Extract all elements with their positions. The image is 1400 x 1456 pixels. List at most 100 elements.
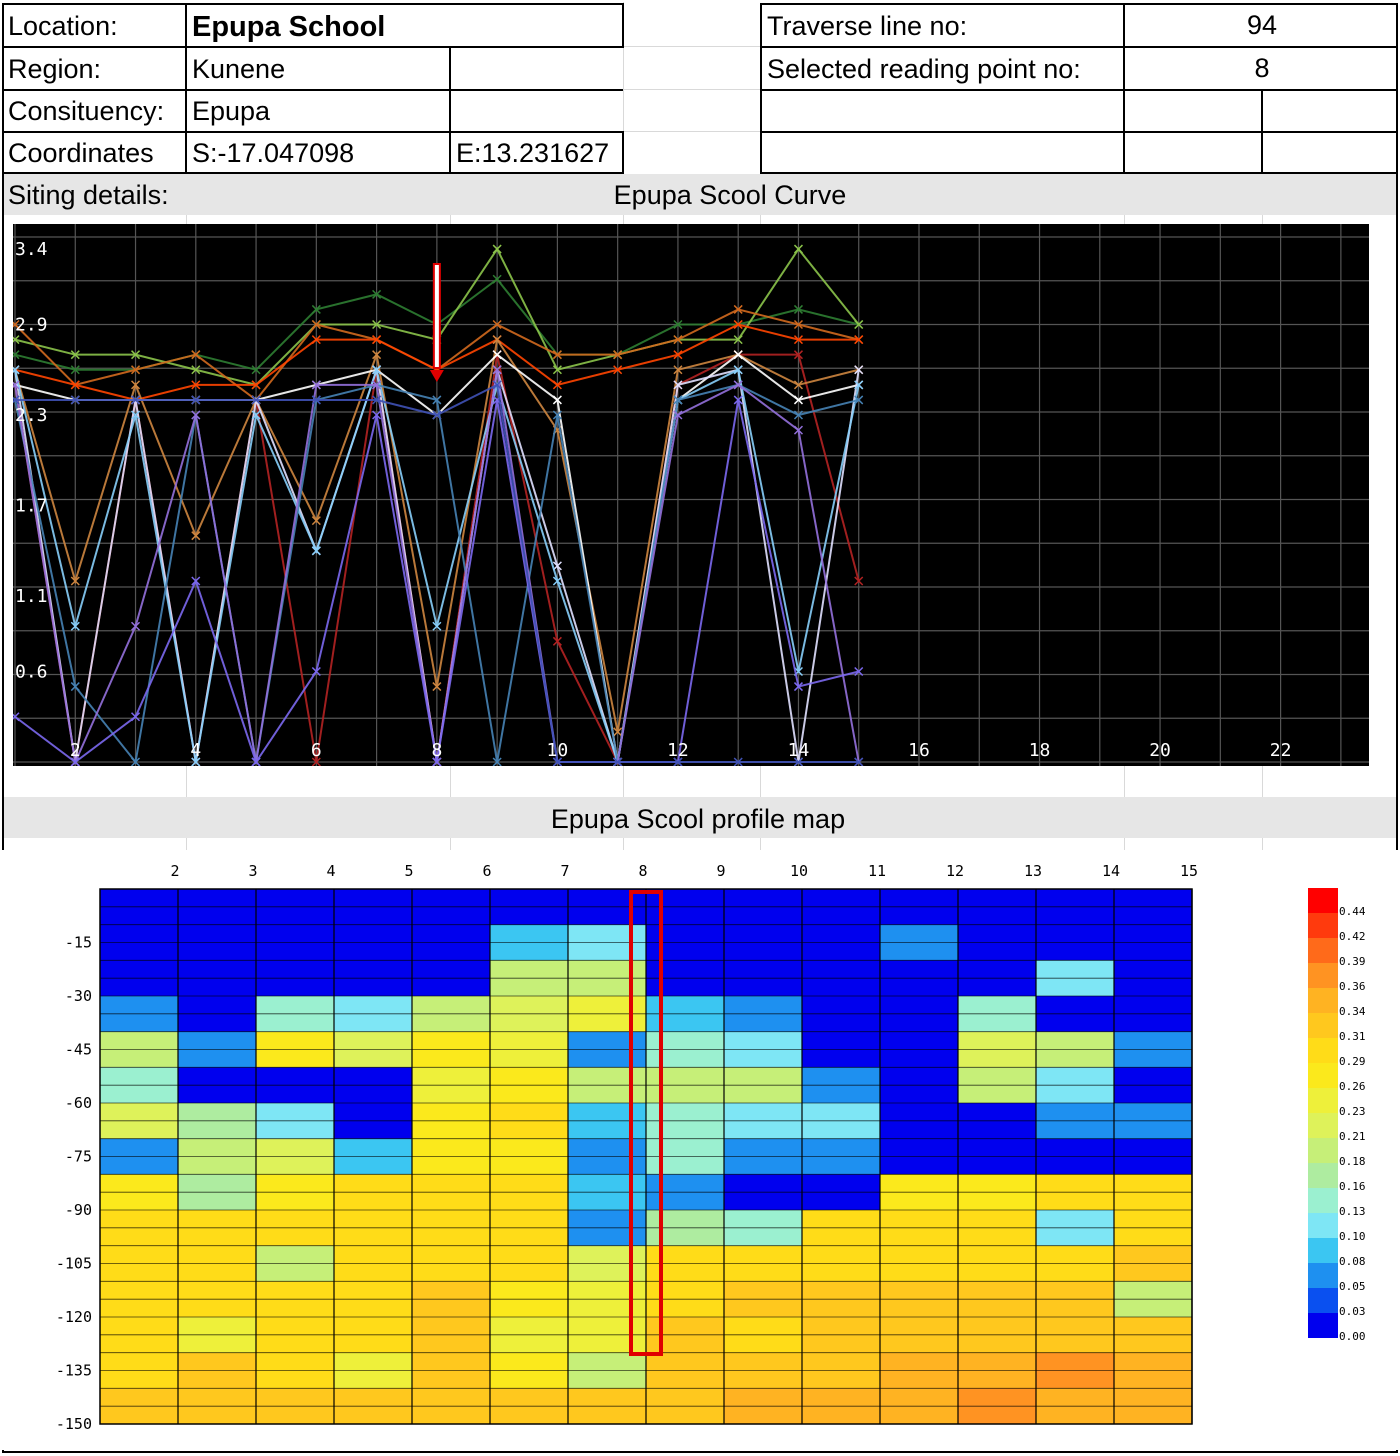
curve-data-point <box>251 365 261 375</box>
siting-label: Siting details: <box>8 180 169 210</box>
curve-data-point <box>432 395 442 405</box>
colorbar-swatch <box>1308 1263 1338 1288</box>
curve-data-point <box>854 319 864 330</box>
curve-data-point <box>191 380 201 390</box>
profile-map-frame <box>99 888 1193 1425</box>
selected-point-marker-bar <box>432 263 441 369</box>
profile-map-y-tick-label: -105 <box>56 1255 92 1273</box>
curve-data-point <box>854 335 864 345</box>
colorbar-label: 0.10 <box>1339 1230 1366 1243</box>
curve-data-point <box>673 335 683 345</box>
curve-x-tick-label: 10 <box>547 740 569 761</box>
colorbar-swatch <box>1308 1288 1338 1313</box>
reading-point-label: Selected reading point no: <box>767 54 1081 84</box>
colorbar-label: 0.21 <box>1339 1130 1366 1143</box>
curve-data-point <box>251 757 261 766</box>
curve-data-point <box>492 335 502 345</box>
colorbar-label: 0.23 <box>1339 1105 1366 1118</box>
curve-data-point <box>733 395 743 405</box>
curve-data-point <box>372 350 382 360</box>
curve-data-point <box>673 380 683 390</box>
profile-map-y-tick-label: -135 <box>56 1362 92 1380</box>
siting-band <box>4 174 1396 215</box>
curve-data-point <box>793 319 803 330</box>
curve-data-point <box>733 335 743 345</box>
curve-data-point <box>673 757 683 766</box>
profile-map-y-tick-label: -45 <box>65 1041 92 1059</box>
curve-data-point <box>793 425 803 435</box>
curve-y-tick-label: 3.4 <box>15 239 48 260</box>
curve-x-tick-label: 18 <box>1029 740 1051 761</box>
curve-data-point <box>854 395 864 405</box>
colorbar-swatch <box>1308 1238 1338 1263</box>
profile-map-x-tick-label: 10 <box>790 862 808 880</box>
colorbar-swatch <box>1308 938 1338 963</box>
curve-data-point <box>131 350 141 360</box>
colorbar-label: 0.36 <box>1339 980 1366 993</box>
colorbar-label: 0.34 <box>1339 1005 1366 1018</box>
curve-data-point <box>733 304 743 314</box>
curve-x-tick-label: 2 <box>70 740 81 761</box>
curve-data-point <box>492 244 502 254</box>
curve-data-point <box>13 712 20 722</box>
colorbar-label: 0.44 <box>1339 905 1366 918</box>
curve-data-point <box>552 636 562 646</box>
region-label: Region: <box>8 54 102 84</box>
curve-data-point <box>793 335 803 345</box>
curve-data-point <box>131 380 141 390</box>
curve-data-point <box>552 395 562 405</box>
curve-data-point <box>131 621 141 631</box>
curve-data-point <box>311 757 321 766</box>
curve-data-point <box>854 576 864 586</box>
profile-map-x-tick-label: 12 <box>946 862 964 880</box>
curve-data-point <box>311 319 321 330</box>
curve-x-tick-label: 4 <box>190 740 201 761</box>
curve-chart-title: Epupa Scool Curve <box>613 180 847 210</box>
curve-data-point <box>733 380 743 390</box>
colorbar-label: 0.00 <box>1339 1330 1366 1343</box>
curve-data-point <box>70 395 80 405</box>
curve-y-tick-label: 2.3 <box>15 405 48 426</box>
curve-data-point <box>311 335 321 345</box>
curve-data-point <box>613 757 623 766</box>
curve-data-point <box>854 666 864 677</box>
colorbar-swatch <box>1308 963 1338 988</box>
location-value: Epupa School <box>192 11 386 43</box>
curve-data-point <box>13 335 20 345</box>
colorbar-swatch <box>1308 1163 1338 1188</box>
profile-map-x-tick-label: 6 <box>482 862 491 880</box>
coordinates-label: Coordinates <box>8 138 154 168</box>
coordinate-east: E:13.231627 <box>456 138 610 168</box>
curve-data-point <box>492 380 502 390</box>
profile-map-y-tick-label: -150 <box>56 1415 92 1433</box>
constituency-label: Consituency: <box>8 96 165 126</box>
curve-data-point <box>13 350 20 360</box>
region-value: Kunene <box>192 54 286 84</box>
curve-data-point <box>673 395 683 405</box>
curve-data-point <box>372 335 382 345</box>
profile-map-y-tick-label: -90 <box>65 1201 92 1219</box>
curve-data-point <box>251 380 261 390</box>
profile-map-x-tick-label: 9 <box>716 862 725 880</box>
profile-map-y-tick-label: -75 <box>65 1148 92 1166</box>
curve-data-point <box>372 365 382 375</box>
curve-data-point <box>733 350 743 360</box>
curve-data-point <box>191 395 201 405</box>
profile-map-x-tick-label: 2 <box>170 862 179 880</box>
curve-data-point <box>311 546 321 556</box>
curve-data-point <box>552 410 562 420</box>
colorbar-label: 0.29 <box>1339 1055 1366 1068</box>
curve-data-point <box>793 380 803 390</box>
profile-map-y-tick-label: -120 <box>56 1308 92 1326</box>
curve-data-point <box>131 395 141 405</box>
curve-data-point <box>70 621 80 631</box>
colorbar-swatch <box>1308 1213 1338 1238</box>
curve-data-point <box>552 350 562 360</box>
curve-data-point <box>673 365 683 375</box>
curve-data-point <box>311 395 321 405</box>
profile-map-colorbar: 0.44 0.42 0.39 0.36 0.34 0.31 0.29 0.26 0.23 0.21… <box>1308 888 1366 1343</box>
curve-data-point <box>733 319 743 330</box>
curve-grid <box>13 224 1369 766</box>
profile-map-selected-column-marker <box>629 890 663 1356</box>
profile-map-y-tick-label: -15 <box>65 934 92 952</box>
